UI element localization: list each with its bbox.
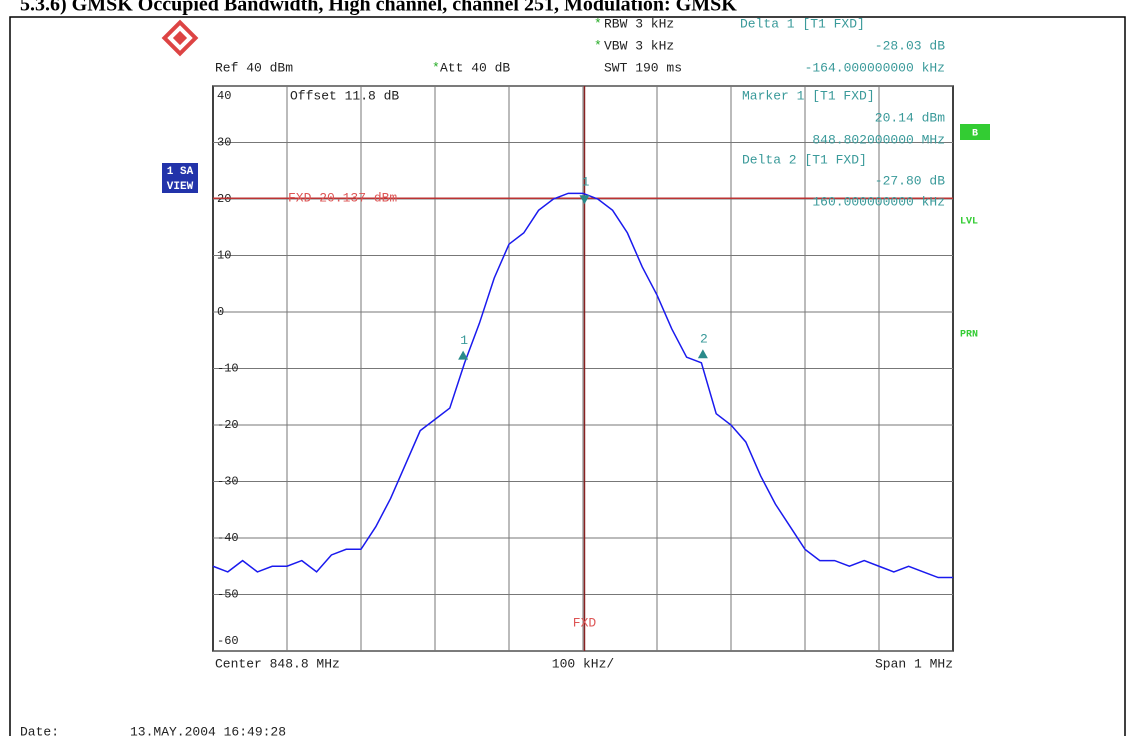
y-tick-label: 20 (217, 192, 231, 206)
plot: 40 30 20 10 0 -10 -20 -30 -40 -50 -60 FXD 20.137 dB… (212, 85, 954, 652)
marker-label: 2 (700, 332, 708, 347)
view: VIEW (167, 181, 194, 193)
prn: PRN (960, 330, 978, 341)
y-tick-label: -30 (217, 475, 239, 489)
div: 100 kHz/ (552, 656, 615, 671)
swt: SWT 190 ms (604, 60, 682, 75)
marker1-freq: 848.802000000 MHz (812, 132, 945, 147)
marker1-title: Marker 1 [T1 FXD] (742, 88, 875, 103)
delta2-level: -27.80 dB (875, 173, 945, 188)
sa-box (162, 163, 198, 193)
marker (697, 349, 708, 359)
b: B (972, 129, 978, 140)
marker1-level: 20.14 dBm (875, 110, 945, 125)
y-tick-label: -40 (217, 531, 239, 545)
lvl: LVL (960, 217, 978, 228)
header-title: 5.3.6) GMSK Occupied Bandwidth, High cha… (20, 0, 737, 16)
y-tick-label: 0 (217, 305, 224, 319)
reference-label: FXD 20.137 dBm (288, 191, 397, 206)
marker (458, 350, 469, 360)
ref: Ref 40 dBm (215, 60, 293, 75)
y-tick-label: -20 (217, 418, 239, 432)
offset: Offset 11.8 dB (290, 88, 399, 103)
delta1-title: Delta 1 [T1 FXD] (740, 16, 865, 31)
y-tick-label: -50 (217, 588, 239, 602)
delta2-freq: 160.000000000 kHz (812, 194, 945, 209)
delta2-title: Delta 2 [T1 FXD] (742, 152, 867, 167)
span: Span 1 MHz (875, 656, 953, 671)
marker (579, 195, 590, 205)
b-box (960, 124, 990, 140)
marker-label: 1 (582, 175, 590, 190)
star: * (432, 60, 440, 75)
y-tick-label: 10 (217, 249, 231, 263)
y-tick-label: -10 (217, 362, 239, 376)
y-tick-label: -60 (217, 634, 239, 648)
rbw: RBW 3 kHz (604, 16, 674, 31)
date-label: Date: (20, 724, 59, 736)
delta1-freq: -164.000000000 kHz (805, 60, 945, 75)
frame (9, 16, 1126, 741)
att: Att 40 dB (440, 60, 510, 75)
y-tick-label: 30 (217, 136, 231, 150)
date: 13.MAY.2004 16:49:28 (130, 724, 286, 736)
trace (212, 192, 953, 579)
sa: 1 SA (167, 166, 194, 178)
vbw: VBW 3 kHz (604, 38, 674, 53)
marker-label: 1 (460, 333, 468, 348)
star: * (594, 38, 602, 53)
y-tick-label: 40 (217, 89, 231, 103)
center: Center 848.8 MHz (215, 656, 340, 671)
delta1-level: -28.03 dB (875, 38, 945, 53)
frequency-label: FXD (573, 615, 597, 630)
star: * (594, 16, 602, 31)
logo (161, 19, 199, 57)
